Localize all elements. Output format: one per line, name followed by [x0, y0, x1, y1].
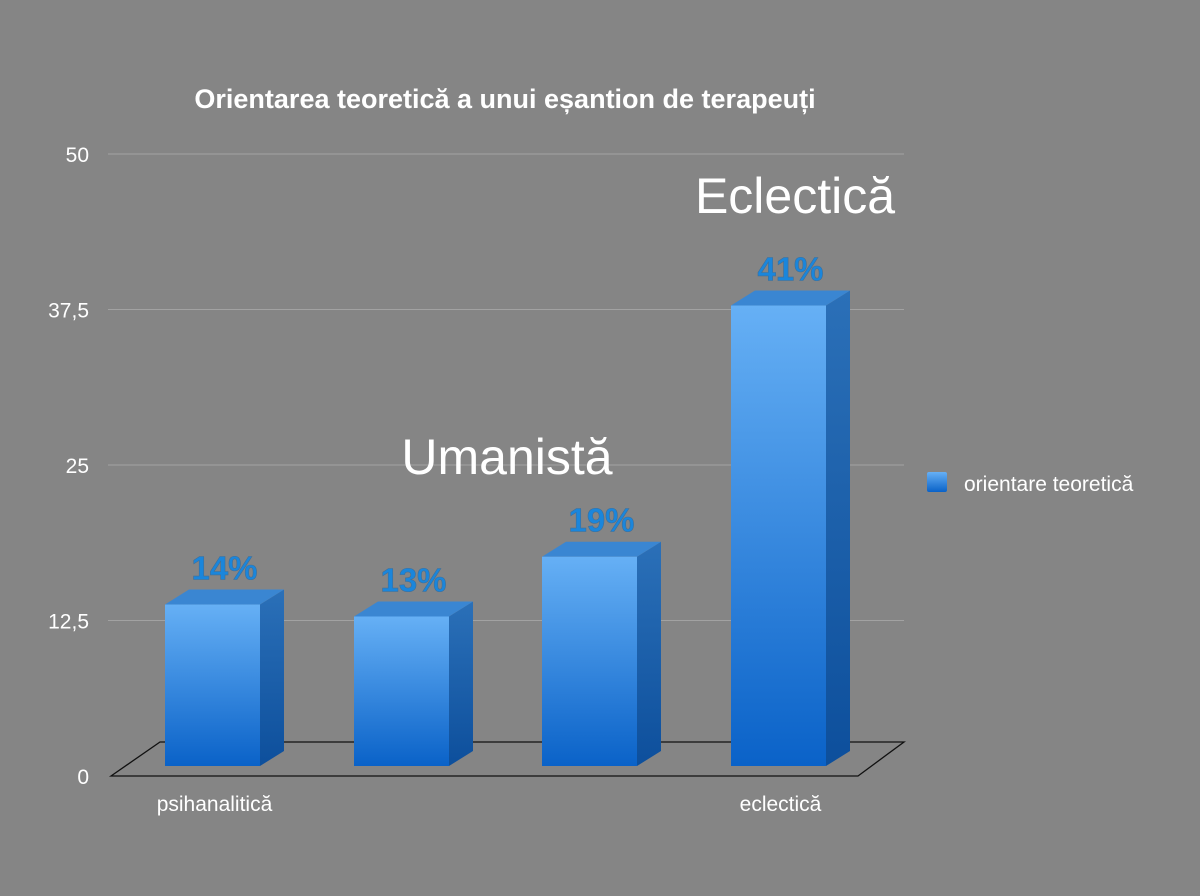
- legend: orientare teoretică: [927, 472, 1134, 496]
- bar-value-label: 41%: [757, 251, 823, 288]
- bar-value-labels: 14% 13% 19% 41%: [191, 250, 824, 599]
- bar-top: [354, 601, 473, 617]
- bar-side: [260, 589, 284, 766]
- bar-front: [354, 616, 449, 766]
- chart-title: Orientarea teoretică a unui eșantion de …: [194, 84, 815, 114]
- bar: [165, 589, 284, 766]
- bar: [731, 290, 850, 766]
- bar-side: [449, 601, 473, 766]
- bar-side: [637, 541, 661, 766]
- x-tick-label: psihanalitică: [157, 793, 273, 816]
- y-tick-label: 50: [66, 144, 89, 167]
- bar-value-label: 14%: [191, 550, 257, 587]
- y-tick-label: 12,5: [48, 611, 89, 634]
- x-axis-tick-labels: psihanalitică eclectică: [157, 793, 822, 816]
- bar-front: [542, 556, 637, 766]
- y-tick-label: 0: [77, 766, 89, 789]
- bar-value-label: 19%: [568, 502, 634, 539]
- annotation-umanista: Umanistă: [401, 429, 612, 485]
- y-axis-tick-labels: 0 12,5 25 37,5 50: [48, 144, 89, 789]
- legend-swatch: [927, 472, 947, 492]
- bar-front: [731, 305, 826, 766]
- floor-outline: [108, 741, 906, 777]
- y-tick-label: 25: [66, 455, 89, 478]
- bar-top: [731, 290, 850, 306]
- chart-floor: [108, 741, 906, 777]
- bar-value-label: 13%: [380, 562, 446, 599]
- bar-top: [542, 541, 661, 557]
- bar-side: [826, 290, 850, 766]
- bar-front: [165, 604, 260, 766]
- bar: [542, 541, 661, 766]
- y-tick-label: 37,5: [48, 300, 89, 323]
- bar-top: [165, 589, 284, 605]
- x-tick-label: eclectică: [740, 793, 822, 816]
- annotation-eclectica: Eclectică: [695, 168, 895, 224]
- legend-label: orientare teoretică: [964, 473, 1134, 496]
- bars: [165, 290, 850, 766]
- bar: [354, 601, 473, 766]
